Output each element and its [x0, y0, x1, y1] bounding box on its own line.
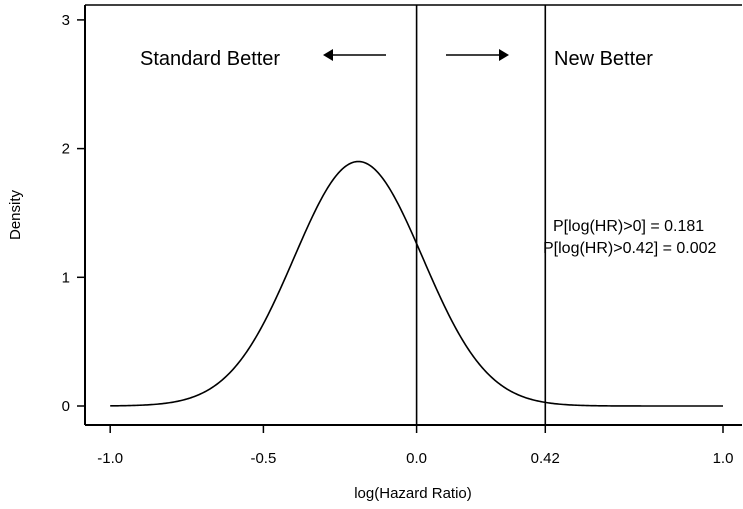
density-curve-layer — [110, 160, 723, 407]
standard-better-label: Standard Better — [140, 48, 280, 70]
new-better-label: New Better — [554, 48, 653, 70]
probability-hr-gt-042: P[log(HR)>0.42] = 0.002 — [543, 240, 717, 257]
x-axis-label: log(Hazard Ratio) — [354, 485, 472, 502]
y-axis-ticks: 0 1 2 3 — [62, 12, 85, 415]
x-tick-label: -0.5 — [250, 450, 276, 467]
probability-hr-gt-0: P[log(HR)>0] = 0.181 — [553, 218, 704, 235]
x-axis-ticks: -1.0 -0.5 0.0 0.42 1.0 — [97, 425, 733, 467]
reference-lines — [415, 5, 547, 425]
plot-frame — [84, 4, 742, 426]
y-tick-label: 0 — [62, 398, 70, 415]
y-axis-label: Density — [7, 189, 24, 240]
density-curve — [110, 160, 723, 407]
x-tick-label: 0.42 — [531, 450, 560, 467]
left-arrow — [323, 49, 386, 61]
x-tick-label: -1.0 — [97, 450, 123, 467]
y-tick-label: 3 — [62, 12, 70, 29]
y-tick-label: 1 — [62, 269, 70, 286]
x-tick-label: 0.0 — [406, 450, 427, 467]
x-tick-label: 1.0 — [713, 450, 734, 467]
y-tick-label: 2 — [62, 141, 70, 158]
right-arrow — [446, 49, 509, 61]
